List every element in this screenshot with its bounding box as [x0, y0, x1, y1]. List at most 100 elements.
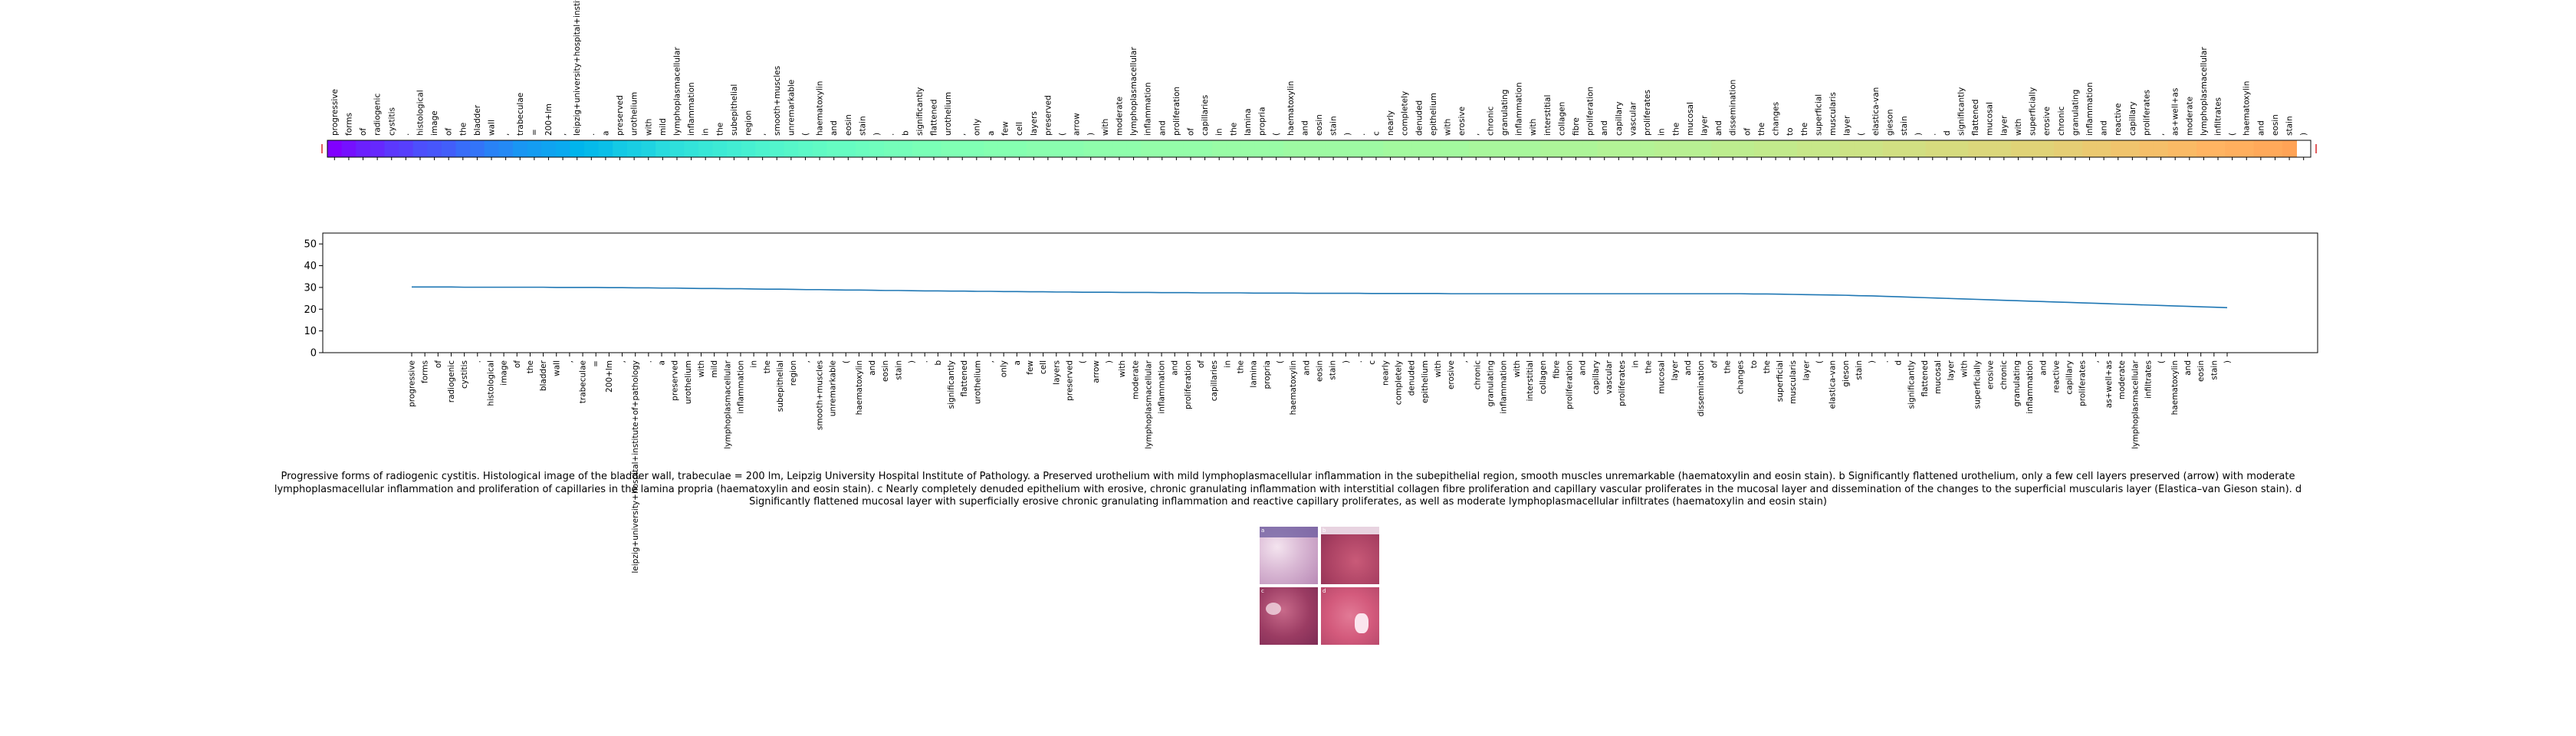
x-tick-label: nearly [1381, 360, 1390, 386]
heatmap-token-label: flattened [1971, 99, 1980, 136]
x-tick-label: inflammation [2026, 360, 2035, 414]
heatmap-cell [484, 140, 499, 157]
heatmap-cell [1454, 140, 1470, 157]
heatmap-token-label: in [1215, 128, 1224, 136]
heatmap-token-label: in [702, 128, 711, 136]
panel-letter-c: c [1261, 588, 1264, 594]
x-tick-label: , [565, 360, 574, 363]
heatmap-token-label: ) [1086, 133, 1096, 136]
x-tick-label: inflammation [1158, 360, 1167, 414]
heatmap-cell [1340, 140, 1355, 157]
x-tick-label: layer [1802, 360, 1811, 380]
x-tick-label: fibre [1552, 360, 1561, 379]
x-tick-label: reactive [2052, 360, 2061, 393]
x-tick-label: histological [486, 360, 495, 406]
x-tick-label: as+well+as [2104, 360, 2114, 408]
x-tick-label: in [1631, 360, 1640, 368]
heatmap-cell [1312, 140, 1327, 157]
x-tick-label: stain [894, 360, 903, 380]
heatmap-token-label: . [587, 133, 596, 136]
heatmap-cell [712, 140, 728, 157]
heatmap-token-label: the [1229, 123, 1238, 136]
heatmap-cell [641, 140, 656, 157]
heatmap-cell [926, 140, 941, 157]
heatmap-token-label: nearly [1386, 110, 1395, 136]
x-tick-label: cell [1039, 360, 1048, 374]
heatmap-token-label: the [1671, 123, 1681, 136]
heatmap-cell [498, 140, 514, 157]
x-tick-label: progressive [408, 360, 417, 407]
x-tick-label: ( [2157, 360, 2167, 363]
heatmap-token-label: mild [659, 118, 668, 136]
histology-image-grid: a b c d [1260, 527, 1379, 645]
x-tick-label: radiogenic [447, 360, 456, 402]
x-tick-label: eosin [881, 360, 890, 382]
heatmap-token-label: significantly [1957, 87, 1967, 136]
heatmap-cell [2025, 140, 2040, 157]
heatmap-token-label: of [445, 128, 454, 136]
heatmap-cell [698, 140, 714, 157]
heatmap-cell [1440, 140, 1455, 157]
heatmap-cell [1511, 140, 1526, 157]
heatmap-cell [1254, 140, 1270, 157]
x-tick-label: vascular [1605, 360, 1614, 394]
heatmap-cell [1554, 140, 1569, 157]
heatmap-token-label: ) [1914, 133, 1924, 136]
heatmap-cell [669, 140, 685, 157]
heatmap-cell [1868, 140, 1884, 157]
heatmap-token-label: cell [1015, 122, 1024, 136]
heatmap-cell [1098, 140, 1113, 157]
x-tick-label: erosive [1447, 360, 1456, 389]
histology-panel-c: c [1260, 587, 1318, 645]
heatmap-cell [370, 140, 386, 157]
x-tick-label: ) [2223, 360, 2233, 363]
heatmap-cell [812, 140, 828, 157]
heatmap-token-label: proliferates [1643, 90, 1652, 136]
heatmap-cell [1754, 140, 1769, 157]
heatmap-token-label: 200+lm [544, 104, 554, 136]
heatmap-cell [741, 140, 756, 157]
heatmap-cell [384, 140, 399, 157]
heatmap-token-label: fibre [1572, 117, 1581, 136]
line-chart-frame [322, 232, 2318, 353]
x-tick-label: , [618, 360, 627, 363]
heatmap-cell [1426, 140, 1441, 157]
x-tick-label: granulating [2013, 360, 2022, 406]
x-tick-label: elastica-van [1829, 360, 1838, 409]
heatmap-cell [1355, 140, 1370, 157]
heatmap-token-label: changes [1772, 102, 1781, 136]
heatmap-cell [1982, 140, 1998, 157]
heatmap-cell [1269, 140, 1284, 157]
heatmap-cell [427, 140, 442, 157]
heatmap-token-label: capillary [1615, 101, 1624, 136]
x-tick-label: b [934, 360, 943, 366]
x-tick-label: arrow [1092, 360, 1101, 383]
heatmap-cell [356, 140, 371, 157]
heatmap-cell [626, 140, 642, 157]
heatmap-cell [399, 140, 414, 157]
x-tick-label: ( [1079, 360, 1088, 363]
x-tick-label: gieson [1842, 360, 1851, 387]
heatmap-cell [941, 140, 956, 157]
heatmap-token-label: granulating [2071, 90, 2080, 136]
heatmap-cell [1083, 140, 1099, 157]
heatmap-cell [969, 140, 984, 157]
x-tick-label: propria [1263, 360, 1272, 389]
heatmap-token-label: chronic [2057, 106, 2066, 136]
heatmap-cell [2068, 140, 2083, 157]
heatmap-token-label: proliferates [2142, 90, 2151, 136]
heatmap-cell [1612, 140, 1627, 157]
heatmap-cell [441, 140, 457, 157]
heatmap-token-label: subepithelial [730, 84, 739, 136]
heatmap-cell [1897, 140, 1912, 157]
heatmap-token-label: and [1714, 120, 1723, 136]
heatmap-token-label: superficially [2029, 87, 2038, 136]
heatmap-token-label: , [559, 133, 568, 136]
heatmap-cell [1126, 140, 1142, 157]
x-tick-label: . [473, 360, 482, 363]
heatmap-token-label: in [1658, 128, 1667, 136]
heatmap-token-label: with [2014, 119, 2023, 136]
x-tick-label: in [750, 360, 759, 368]
x-tick-label: and [2183, 360, 2193, 376]
